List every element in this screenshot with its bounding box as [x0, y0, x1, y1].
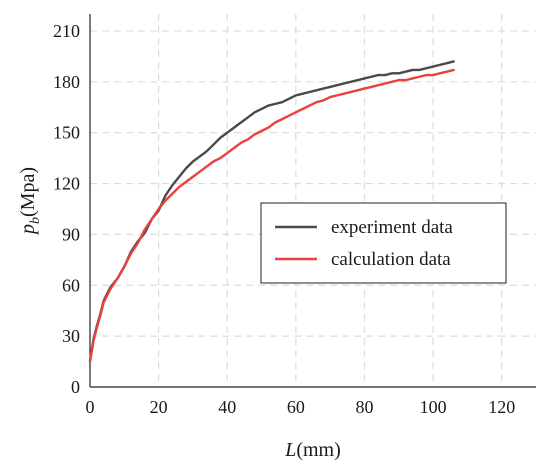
x-tick-label: 60 [287, 397, 305, 417]
ticks-layer: 0 20 40 60 80 100 120 0 30 60 90 120 150 180 210 [53, 21, 515, 417]
series-layer [88, 60, 455, 363]
y-tick-label: 210 [53, 21, 80, 41]
y-tick-label: 60 [62, 275, 80, 295]
x-axis-unit: (mm) [296, 439, 340, 461]
x-axis-label: L(mm) [284, 439, 341, 461]
legend-label-experiment: experiment data [331, 217, 453, 238]
legend-box [260, 202, 507, 284]
grid-layer [90, 14, 536, 387]
x-tick-label: 20 [150, 397, 168, 417]
x-axis-symbol: L [284, 439, 296, 461]
x-tick-label: 80 [355, 397, 373, 417]
y-tick-label: 180 [53, 72, 80, 92]
legend: experiment data calculation data [260, 202, 507, 284]
y-axis-unit: (Mpa) [17, 167, 39, 217]
y-tick-label: 90 [62, 224, 80, 244]
y-axis-symbol: p [17, 224, 39, 236]
y-tick-label: 120 [53, 174, 80, 194]
y-axis-subscript: b [28, 217, 43, 224]
x-tick-label: 40 [218, 397, 236, 417]
x-tick-label: 100 [420, 397, 447, 417]
y-tick-label: 30 [62, 326, 80, 346]
y-tick-label: 150 [53, 123, 80, 143]
x-tick-label: 0 [86, 397, 95, 417]
y-tick-label: 0 [71, 377, 80, 397]
y-axis-label: pb(Mpa) [17, 167, 43, 236]
axes-layer [89, 14, 536, 388]
legend-label-calculation: calculation data [331, 249, 451, 270]
x-tick-label: 120 [488, 397, 515, 417]
series-line-calculation [88, 68, 455, 363]
